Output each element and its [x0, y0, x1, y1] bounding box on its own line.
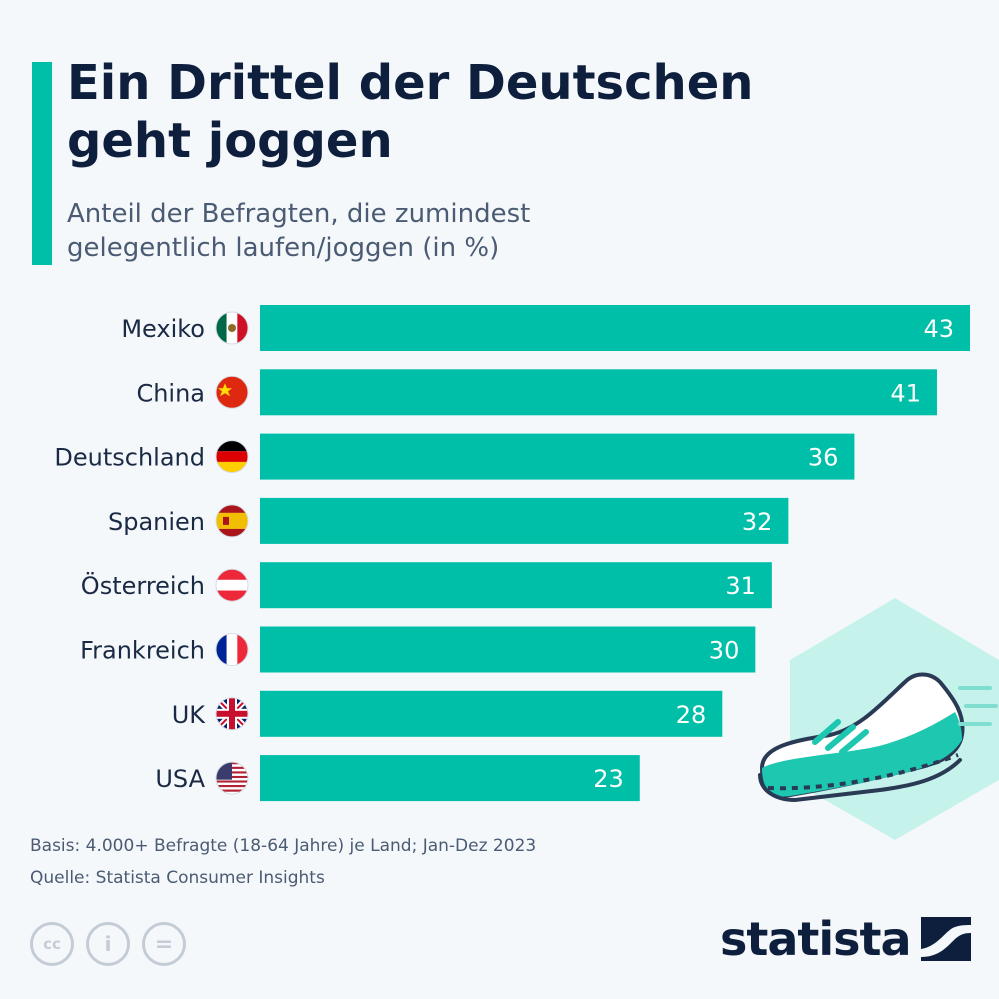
category-label: Mexiko	[121, 315, 205, 343]
bar-Mexiko	[260, 305, 970, 351]
usa-flag-icon	[215, 761, 249, 795]
category-label: Spanien	[108, 508, 205, 536]
germany-flag-icon	[215, 440, 249, 474]
running-shoe-icon	[758, 598, 999, 840]
bar-Österreich	[260, 562, 772, 609]
statista-logo-icon	[920, 917, 971, 961]
license-icons: cc i =	[30, 922, 186, 966]
category-label: Deutschland	[54, 444, 205, 472]
category-label: UK	[172, 701, 207, 729]
value-label: 41	[890, 379, 921, 407]
category-label: China	[136, 379, 205, 407]
value-label: 23	[593, 765, 624, 793]
bar-Deutschland	[260, 433, 855, 480]
footer-basis: Basis: 4.000+ Befragte (18-64 Jahre) je …	[30, 836, 537, 856]
value-label: 30	[709, 637, 740, 665]
bar-Spanien	[260, 497, 789, 544]
category-label: Österreich	[81, 571, 205, 600]
bar-Frankreich	[260, 626, 756, 673]
value-label: 32	[742, 508, 773, 536]
uk-flag-icon	[215, 697, 249, 731]
austria-flag-icon	[215, 568, 249, 602]
bar-USA	[260, 755, 640, 802]
statista-logo[interactable]: statista	[720, 912, 971, 966]
mexico-flag-icon	[215, 311, 249, 345]
china-flag-icon	[215, 375, 249, 409]
subtitle-line-1: Anteil der Befragten, die zumindest	[67, 199, 531, 229]
france-flag-icon	[215, 633, 249, 666]
creative-commons-icon[interactable]: cc	[30, 922, 74, 966]
subtitle-line-2: gelegentlich laufen/joggen (in %)	[67, 233, 500, 263]
title-line-2: geht joggen	[67, 113, 393, 169]
category-label: USA	[155, 765, 205, 793]
spain-flag-icon	[215, 504, 249, 538]
title-line-1: Ein Drittel der Deutschen	[67, 55, 754, 111]
category-label: Frankreich	[80, 637, 205, 665]
value-label: 31	[725, 572, 756, 600]
value-label: 36	[808, 444, 839, 472]
bar-UK	[260, 690, 723, 737]
no-derivatives-icon[interactable]: =	[142, 922, 186, 966]
value-label: 28	[676, 701, 707, 729]
subtitle: Anteil der Befragten, die zumindest gele…	[67, 197, 767, 265]
title-accent-bar	[32, 62, 52, 265]
value-label: 43	[923, 315, 954, 343]
attribution-icon[interactable]: i	[86, 922, 130, 966]
footer-source: Quelle: Statista Consumer Insights	[30, 868, 325, 888]
page-title: Ein Drittel der Deutschen geht joggen	[67, 54, 967, 170]
logo-text: statista	[720, 912, 912, 966]
bar-China	[260, 369, 937, 416]
